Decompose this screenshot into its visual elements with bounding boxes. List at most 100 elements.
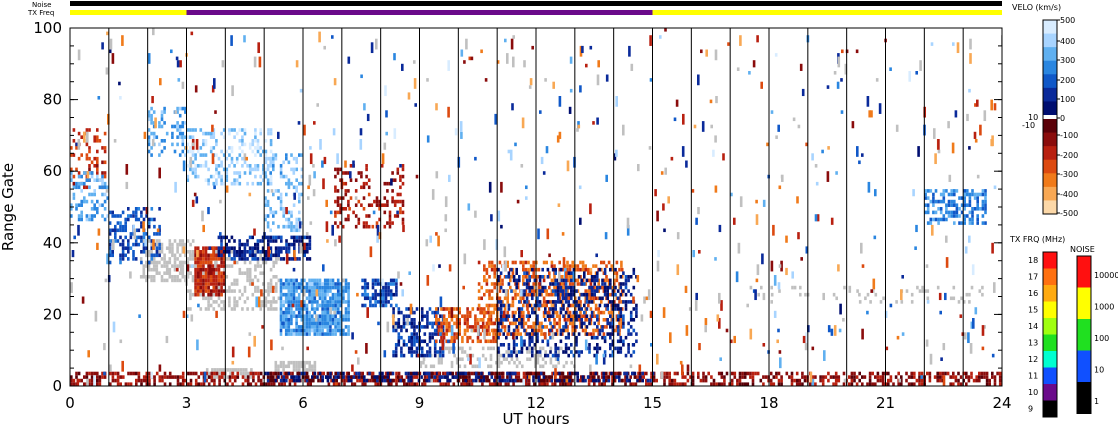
echo-pixel	[275, 275, 278, 279]
echo-pixel	[894, 375, 898, 379]
echo-pixel	[609, 332, 612, 336]
echo-pixel	[116, 382, 120, 386]
echo-pixel	[295, 60, 299, 68]
echo-pixel	[544, 318, 547, 322]
echo-pixel	[618, 321, 621, 326]
echo-pixel	[339, 318, 343, 322]
echo-pixel	[939, 217, 943, 222]
echo-pixel	[536, 300, 539, 304]
echo-pixel	[272, 378, 275, 383]
echo-pixel	[972, 378, 976, 383]
echo-pixel	[627, 278, 630, 283]
echo-pixel	[625, 378, 629, 383]
echo-pixel	[460, 49, 464, 57]
echo-pixel	[585, 292, 589, 297]
echo-pixel	[160, 250, 164, 254]
echo-pixel	[965, 371, 968, 376]
echo-pixel	[178, 153, 182, 157]
echo-pixel	[537, 378, 540, 383]
echo-pixel	[861, 375, 864, 379]
echo-pixel	[491, 382, 495, 386]
echo-pixel	[134, 239, 138, 243]
echo-pixel	[171, 142, 174, 147]
noise-bar-label: Noise	[32, 1, 51, 9]
echo-pixel	[287, 307, 291, 311]
echo-pixel	[483, 264, 486, 268]
echo-pixel	[155, 135, 159, 139]
echo-pixel	[210, 375, 214, 379]
echo-pixel	[337, 375, 340, 379]
echo-pixel	[339, 328, 343, 333]
echo-pixel	[549, 314, 552, 318]
echo-pixel	[850, 378, 854, 383]
echo-pixel	[344, 318, 348, 322]
echo-pixel	[339, 310, 343, 315]
echo-pixel	[628, 378, 631, 383]
echo-pixel	[207, 307, 210, 311]
echo-pixel	[481, 353, 485, 358]
echo-pixel	[519, 310, 522, 315]
echo-pixel	[566, 318, 569, 322]
echo-pixel	[383, 378, 387, 383]
echo-pixel	[447, 106, 450, 118]
echo-pixel	[485, 328, 489, 333]
echo-pixel	[343, 382, 346, 386]
echo-pixel	[631, 371, 634, 376]
echo-pixel	[507, 346, 511, 351]
echo-pixel	[528, 314, 531, 318]
echo-pixel	[158, 260, 161, 265]
echo-pixel	[77, 139, 81, 150]
echo-pixel	[392, 325, 395, 329]
echo-pixel	[752, 289, 756, 293]
echo-pixel	[191, 171, 195, 175]
echo-pixel	[279, 174, 283, 179]
echo-pixel	[264, 289, 268, 293]
echo-pixel	[137, 242, 141, 247]
echo-pixel	[362, 196, 366, 200]
echo-pixel	[607, 310, 611, 315]
echo-pixel	[426, 325, 429, 329]
echo-pixel	[334, 292, 337, 297]
echo-pixel	[594, 264, 598, 268]
echo-pixel	[308, 360, 311, 365]
echo-pixel	[389, 371, 392, 376]
echo-pixel	[132, 210, 135, 215]
echo-pixel	[473, 371, 476, 376]
echo-pixel	[394, 325, 397, 329]
echo-pixel	[584, 378, 587, 383]
echo-pixel	[236, 375, 240, 379]
echo-pixel	[254, 242, 257, 247]
plot-area	[70, 28, 1002, 386]
echo-pixel	[468, 375, 471, 379]
echo-pixel	[88, 214, 91, 218]
echo-pixel	[571, 328, 574, 333]
echo-pixel	[279, 292, 283, 297]
echo-pixel	[505, 357, 508, 361]
echo-pixel	[593, 371, 596, 376]
echo-pixel	[204, 307, 208, 311]
echo-pixel	[290, 307, 293, 311]
echo-pixel	[285, 371, 288, 376]
echo-pixel	[402, 353, 406, 358]
echo-pixel	[620, 292, 624, 297]
echo-pixel	[341, 207, 345, 211]
echo-pixel	[310, 285, 314, 290]
echo-pixel	[583, 310, 586, 315]
echo-pixel	[511, 289, 515, 293]
echo-pixel	[607, 375, 611, 379]
echo-pixel	[318, 278, 322, 283]
echo-pixel	[527, 300, 530, 304]
echo-pixel	[426, 310, 429, 315]
echo-pixel	[181, 267, 185, 272]
echo-pixel	[461, 350, 464, 354]
echo-pixel	[688, 307, 692, 311]
echo-pixel	[900, 375, 903, 379]
echo-pixel	[280, 239, 283, 243]
echo-pixel	[153, 382, 156, 386]
echo-pixel	[511, 267, 515, 272]
echo-pixel	[923, 289, 927, 293]
echo-pixel	[374, 292, 377, 297]
echo-pixel	[316, 103, 319, 107]
echo-pixel	[366, 285, 370, 290]
echo-pixel	[114, 228, 117, 233]
